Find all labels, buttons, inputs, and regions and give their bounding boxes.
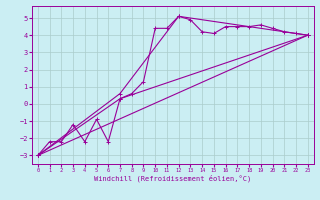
- X-axis label: Windchill (Refroidissement éolien,°C): Windchill (Refroidissement éolien,°C): [94, 175, 252, 182]
